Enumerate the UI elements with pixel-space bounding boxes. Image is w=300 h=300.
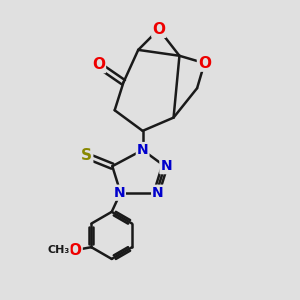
Text: N: N [152, 186, 164, 200]
Text: O: O [152, 22, 165, 37]
Text: S: S [81, 148, 92, 164]
Text: O: O [69, 243, 82, 258]
Text: N: N [137, 143, 148, 157]
Text: CH₃: CH₃ [48, 245, 70, 255]
Text: O: O [198, 56, 211, 70]
Text: N: N [160, 159, 172, 173]
Text: O: O [92, 57, 105, 72]
Text: N: N [113, 186, 125, 200]
